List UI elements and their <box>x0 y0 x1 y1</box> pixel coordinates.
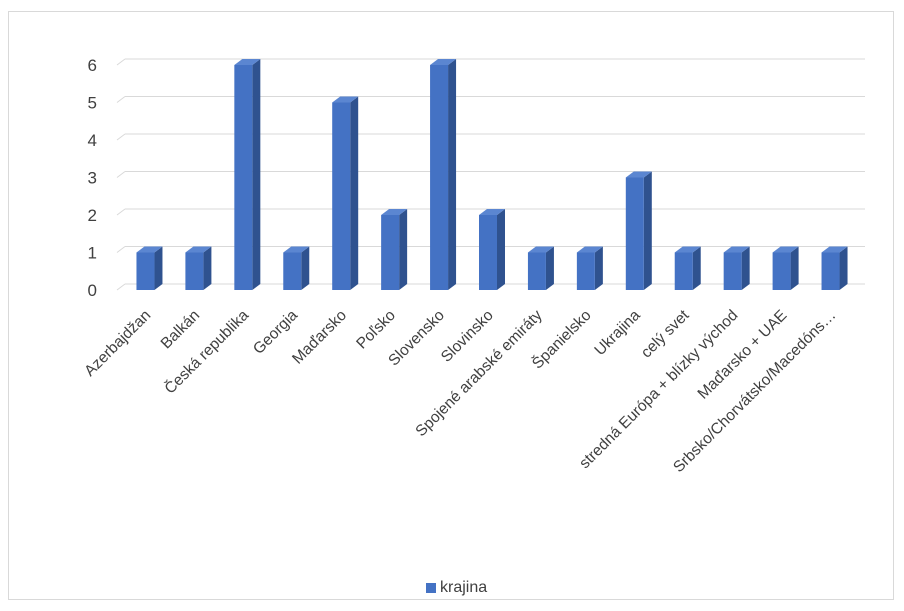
y-tick-label: 3 <box>88 169 97 188</box>
bar-front <box>381 215 400 290</box>
bar-front <box>332 102 351 290</box>
y-axis-ticks: 0 1 2 3 4 5 6 <box>88 56 97 300</box>
bars <box>136 59 848 290</box>
gridline-diag <box>116 208 126 216</box>
bar-side <box>790 246 799 290</box>
bar <box>430 59 457 290</box>
bar <box>332 96 359 290</box>
bar-side <box>252 59 261 290</box>
bar-top <box>234 59 261 65</box>
x-tick-label: Azerbajdžan <box>81 307 154 380</box>
bar-front <box>479 215 497 290</box>
bar-side <box>839 246 848 290</box>
bar <box>185 246 212 290</box>
bar-side <box>448 59 457 290</box>
bar-side <box>692 246 701 290</box>
bar <box>283 246 310 290</box>
bar <box>234 59 261 290</box>
bar-side <box>545 246 554 290</box>
bar <box>772 246 799 290</box>
bar-side <box>643 171 652 290</box>
bar-side <box>301 246 310 290</box>
bar-top <box>185 246 212 253</box>
bar-front <box>234 65 253 290</box>
bar-top <box>576 246 603 253</box>
bar-front <box>821 252 840 290</box>
gridline-diag <box>116 246 126 253</box>
bar-front <box>136 252 155 290</box>
y-tick-label: 5 <box>88 94 97 113</box>
legend-label: krajina <box>440 579 487 596</box>
gridline-diag <box>116 96 126 103</box>
bar-top <box>674 246 701 253</box>
bar-top <box>430 59 457 65</box>
bar <box>576 246 603 290</box>
bar <box>527 246 554 290</box>
bar-top <box>723 246 750 253</box>
gridline-diag <box>116 133 126 141</box>
bar-front <box>430 65 449 290</box>
bar <box>381 209 408 290</box>
bar-front <box>283 252 302 290</box>
y-tick-label: 0 <box>88 281 97 300</box>
bar-front <box>674 252 693 290</box>
y-tick-label: 6 <box>88 56 97 75</box>
bar <box>479 209 505 290</box>
bar-side <box>154 246 163 290</box>
bar-side <box>350 96 359 290</box>
bar <box>821 246 848 290</box>
bar-top <box>821 246 848 253</box>
legend-swatch <box>426 583 436 593</box>
bar-side <box>203 246 212 290</box>
gridline-diag <box>116 58 126 66</box>
bar-top <box>625 171 652 178</box>
bar <box>625 171 652 290</box>
bar-top <box>283 246 310 253</box>
bar-front <box>772 252 791 290</box>
bar-side <box>399 209 408 290</box>
bar <box>723 246 750 290</box>
bar-top <box>381 209 408 215</box>
y-tick-label: 2 <box>88 206 97 225</box>
chart-area: 0 1 2 3 4 5 6 Azerbajdžan Balkán Česká republika… <box>8 11 894 600</box>
bar-front <box>723 252 742 290</box>
bar-top <box>527 246 554 253</box>
bar-front <box>576 252 595 290</box>
bar-side <box>741 246 750 290</box>
bar-top <box>332 96 359 103</box>
x-tick-label: Balkán <box>158 307 204 353</box>
bar-side <box>594 246 603 290</box>
x-tick-label: Maďarsko + UAE <box>695 307 791 403</box>
bar-top <box>479 209 505 215</box>
y-tick-label: 4 <box>88 131 97 150</box>
bar-top <box>136 246 163 253</box>
bar <box>674 246 701 290</box>
y-tick-label: 1 <box>88 244 97 263</box>
x-tick-label: Poľsko <box>353 307 399 353</box>
bar-side <box>497 209 505 290</box>
gridline-diag <box>116 283 126 291</box>
bar-front <box>185 252 204 290</box>
x-tick-label: Česká republika <box>162 307 253 398</box>
legend: krajina <box>426 579 487 596</box>
x-tick-label: Ukrajina <box>591 307 643 359</box>
bar-top <box>772 246 799 253</box>
bar <box>136 246 163 290</box>
x-tick-label: Maďarsko <box>289 307 350 368</box>
bar-front <box>625 177 644 290</box>
gridline-diag <box>116 171 126 178</box>
bar-front <box>527 252 546 290</box>
